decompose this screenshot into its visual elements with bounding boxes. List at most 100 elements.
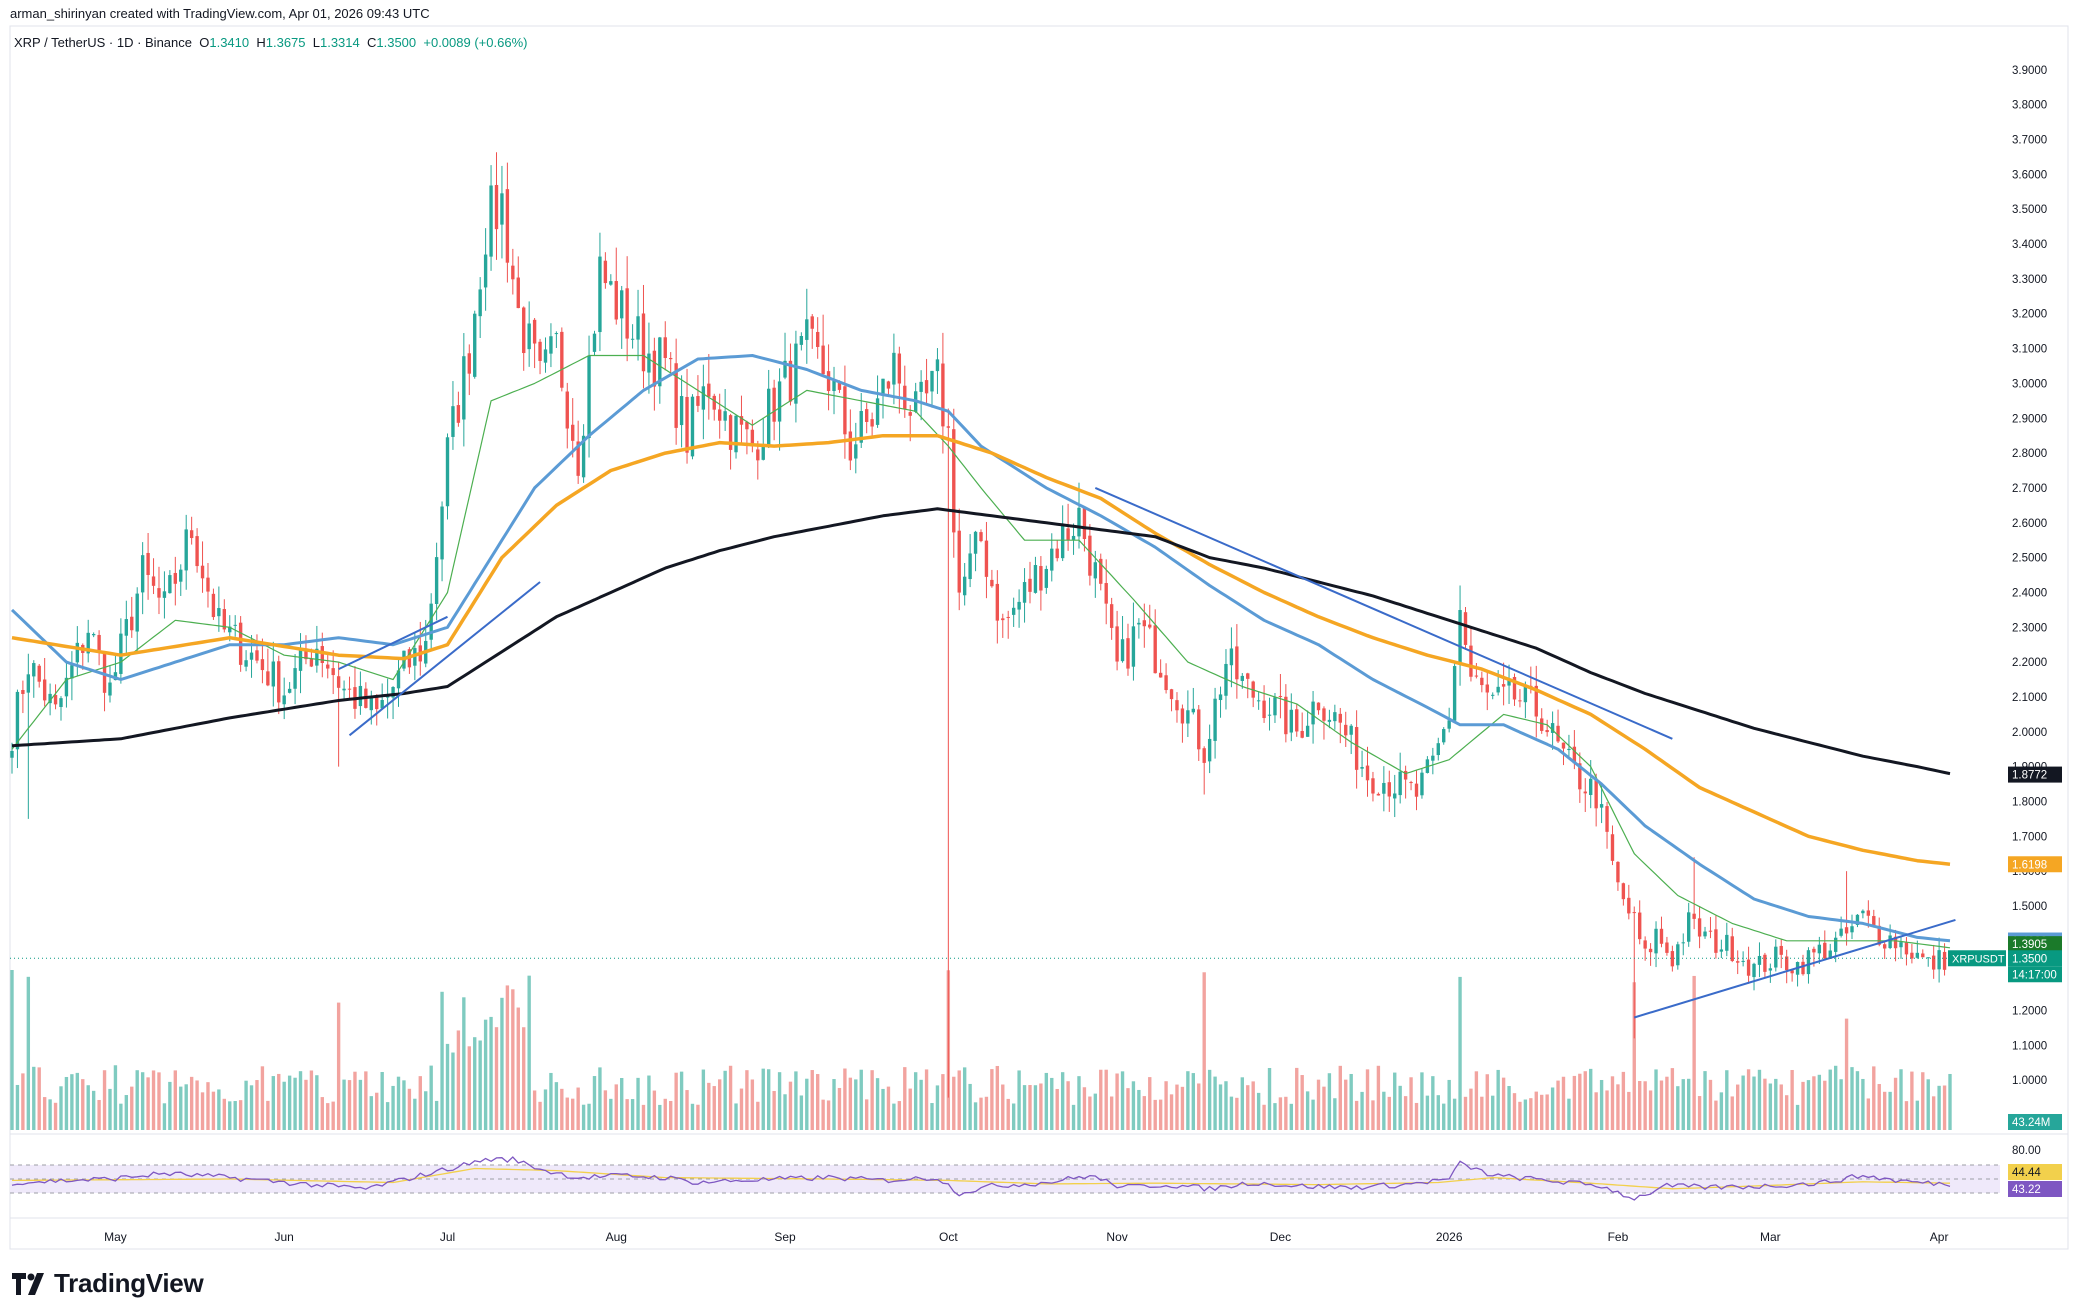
volume-bar (739, 1088, 744, 1130)
candle (10, 742, 14, 774)
volume-bar (1088, 1096, 1092, 1130)
candle (886, 380, 891, 396)
price-axis-tick: 3.8000 (2012, 100, 2047, 112)
candle-body (1817, 944, 1822, 954)
candle (647, 322, 651, 394)
candle (1632, 906, 1636, 1039)
candle-body (293, 668, 297, 689)
candle-body (260, 659, 265, 671)
candle (222, 599, 226, 633)
candle-body (189, 530, 194, 539)
candle-body (48, 693, 52, 704)
candle (652, 337, 657, 411)
rsi-upper-tick: 80.00 (2012, 1145, 2041, 1157)
candle-body (1463, 612, 1468, 645)
candle (244, 650, 248, 672)
candle (1556, 709, 1560, 743)
candle (429, 593, 433, 651)
volume-bar (271, 1076, 275, 1130)
candle (64, 661, 69, 708)
candle (1354, 710, 1359, 789)
candle-body (195, 536, 199, 567)
candle-body (271, 661, 275, 687)
candle-body (1224, 663, 1228, 696)
symbol-title[interactable]: XRP / TetherUS · 1D · Binance (14, 35, 192, 50)
volume-bar (1420, 1072, 1424, 1130)
candle (603, 252, 608, 289)
candle-body (336, 676, 341, 688)
candle-body (315, 648, 319, 666)
candle (59, 696, 63, 721)
time-axis-tick: Apr (1930, 1230, 1949, 1244)
candle (815, 317, 820, 359)
candle-body (1316, 702, 1321, 711)
volume-bar (184, 1084, 188, 1130)
volume-bar (1692, 975, 1696, 1130)
volume-bar (598, 1067, 602, 1130)
candle-body (1033, 565, 1038, 593)
candle-body (1273, 697, 1277, 716)
candle (26, 653, 31, 819)
candle (587, 335, 591, 458)
volume-bar (658, 1104, 662, 1130)
rsi-ma-value-label: 44.44 (2008, 1164, 2062, 1180)
candle (669, 352, 673, 377)
candle (1251, 680, 1255, 708)
trendline-feb-ascending (1633, 918, 1956, 1019)
volume-bar (1137, 1089, 1141, 1130)
price-axis-tick: 3.5000 (2012, 204, 2047, 216)
candle (1316, 702, 1321, 715)
candle-body (1833, 937, 1838, 952)
candle-body (1338, 713, 1342, 723)
candle-body (1540, 718, 1544, 731)
volume-bar (1583, 1071, 1587, 1130)
volume-bar (380, 1071, 384, 1130)
volume-bar (326, 1103, 330, 1130)
volume-bar (620, 1078, 624, 1130)
volume-bar (554, 1082, 559, 1130)
high-label: H (256, 35, 266, 50)
volume-bar (734, 1103, 738, 1130)
volume-bar (625, 1099, 629, 1130)
candle-body (1812, 948, 1816, 953)
volume-bar (1507, 1086, 1511, 1130)
low-value: 1.3314 (319, 35, 360, 50)
candle (1403, 765, 1408, 799)
price-axis-tick: 2.6000 (2012, 518, 2047, 530)
candle (1861, 909, 1865, 919)
volume-bar (1632, 982, 1636, 1130)
volume-bar (1893, 1077, 1898, 1130)
volume-bar (1855, 1071, 1860, 1130)
candle (1115, 610, 1119, 671)
volume-bar (892, 1103, 896, 1130)
candle (467, 344, 471, 396)
candle-body (581, 435, 586, 478)
volume-bar (1191, 1073, 1195, 1130)
volume-bar (173, 1070, 178, 1130)
candle-body (522, 307, 526, 354)
candle-body (451, 406, 455, 437)
volume-bar (1784, 1095, 1789, 1130)
volume-bar (320, 1097, 324, 1130)
volume-bar (1093, 1093, 1098, 1130)
candle-body (1589, 778, 1593, 795)
candle-body (309, 658, 314, 667)
time-axis: May Jun Jul Aug Sep Oct Nov Dec 2026 Feb Mar Apr (104, 1230, 1948, 1244)
volume-bar (1327, 1073, 1332, 1130)
candle (157, 566, 161, 615)
candle-body (701, 386, 706, 410)
volume-bar (1273, 1103, 1277, 1130)
candle-body (794, 343, 798, 404)
candle-body (1752, 963, 1756, 978)
candle-body (151, 576, 156, 586)
candle (968, 534, 972, 588)
volume-bar (886, 1086, 891, 1130)
volume-bar (266, 1100, 270, 1130)
candle (1153, 609, 1157, 674)
candle (396, 658, 401, 707)
price-chart[interactable]: 3.9000 3.8000 3.7000 3.6000 3.5000 3.4000 3.30… (0, 0, 2078, 1260)
volume-bar (1910, 1071, 1914, 1130)
ma20-value-box (2008, 936, 2062, 953)
candle-body (930, 370, 934, 392)
candle (1659, 916, 1664, 948)
